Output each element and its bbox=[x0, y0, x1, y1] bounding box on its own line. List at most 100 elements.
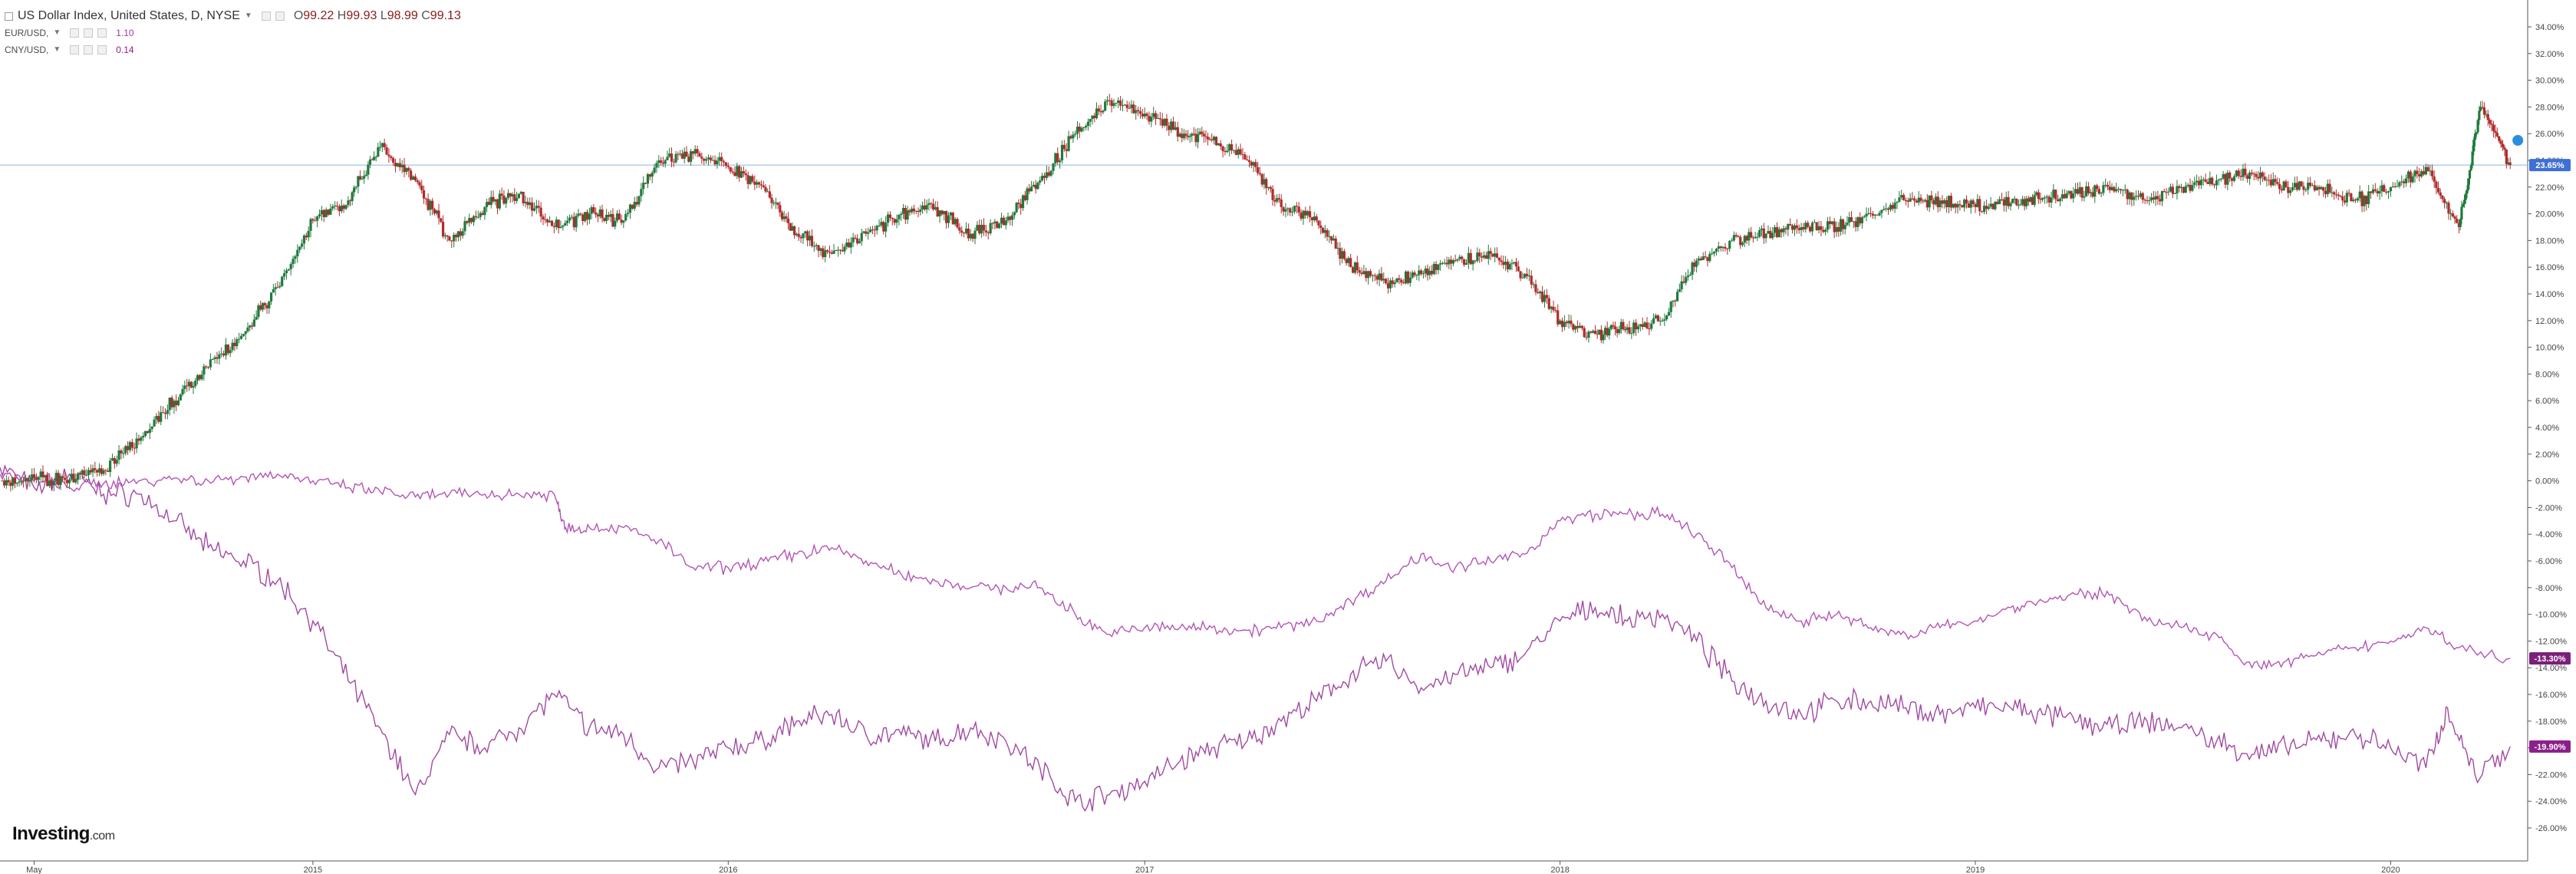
candle-body bbox=[358, 176, 362, 180]
candle-body bbox=[648, 174, 651, 177]
candle-body bbox=[2356, 198, 2359, 201]
candle-body bbox=[357, 176, 360, 187]
eye-icon[interactable] bbox=[70, 28, 80, 38]
eye-icon[interactable] bbox=[70, 45, 80, 54]
collapse-icon[interactable] bbox=[5, 12, 13, 21]
candle-body bbox=[1949, 196, 1953, 208]
candle-body bbox=[1556, 310, 1560, 325]
candle-body bbox=[1247, 160, 1251, 163]
candle-body bbox=[570, 216, 573, 218]
candle-body bbox=[1308, 211, 1312, 217]
candle-body bbox=[1388, 280, 1392, 289]
candle-body bbox=[1085, 126, 1088, 127]
eye-icon[interactable] bbox=[261, 12, 271, 21]
chevron-down-icon[interactable]: ▼ bbox=[53, 45, 61, 54]
candle-body bbox=[1260, 173, 1263, 185]
candle-body bbox=[943, 211, 946, 215]
candle-body bbox=[83, 470, 86, 476]
candle-body bbox=[461, 231, 464, 236]
candle-body bbox=[1439, 263, 1442, 265]
candle-body bbox=[2485, 114, 2488, 115]
candle-body bbox=[429, 200, 432, 210]
candle-body bbox=[2169, 186, 2172, 192]
candle-body bbox=[403, 164, 406, 173]
close-icon[interactable] bbox=[97, 45, 107, 54]
chevron-down-icon[interactable]: ▼ bbox=[244, 12, 252, 20]
candle-body bbox=[2080, 186, 2084, 198]
chevron-down-icon[interactable]: ▼ bbox=[53, 28, 61, 37]
candle-body bbox=[1712, 251, 1716, 254]
candle-body bbox=[157, 416, 160, 422]
candle-body bbox=[2165, 192, 2168, 193]
candle-body bbox=[2257, 176, 2260, 179]
close-icon[interactable] bbox=[97, 28, 107, 38]
candle-body bbox=[1739, 236, 1742, 246]
y-tick-label: -22.00% bbox=[2535, 770, 2567, 780]
candle-body bbox=[1576, 325, 1580, 328]
candle-body bbox=[2291, 187, 2294, 190]
candle-body bbox=[300, 243, 304, 247]
candle-body bbox=[687, 157, 690, 162]
candle-body bbox=[1495, 253, 1499, 258]
candle-body bbox=[858, 241, 861, 244]
candle-body bbox=[562, 226, 565, 227]
candle-body bbox=[1178, 134, 1181, 137]
candle-body bbox=[1310, 216, 1314, 221]
candle-body bbox=[893, 219, 896, 223]
candle-body bbox=[130, 442, 133, 448]
y-tick-label: 26.00% bbox=[2535, 130, 2564, 139]
candle-body bbox=[77, 473, 80, 480]
candle-body bbox=[2163, 191, 2166, 193]
candle-body bbox=[2033, 195, 2036, 205]
candle-body bbox=[996, 221, 999, 229]
candle-body bbox=[1659, 320, 1662, 322]
candle-body bbox=[835, 250, 838, 252]
candle-body bbox=[2469, 165, 2472, 170]
candle-body bbox=[2113, 186, 2116, 192]
candle-body bbox=[989, 223, 992, 234]
candle-body bbox=[819, 248, 822, 251]
candle-body bbox=[282, 273, 286, 277]
candle-body bbox=[1863, 216, 1866, 218]
candle-body bbox=[581, 214, 585, 222]
candle-body bbox=[249, 325, 252, 328]
candle-body bbox=[1506, 262, 1509, 269]
candle-body bbox=[1545, 295, 1548, 298]
candle-body bbox=[601, 209, 604, 219]
candle-body bbox=[2191, 185, 2194, 191]
candle-body bbox=[672, 161, 675, 163]
candle-body bbox=[1592, 331, 1595, 333]
candle-body bbox=[2242, 168, 2245, 177]
candle-body bbox=[268, 301, 271, 308]
candle-body bbox=[1574, 325, 1577, 330]
candle-body bbox=[168, 397, 171, 411]
y-tick-label: 0.00% bbox=[2535, 477, 2559, 486]
settings-icon[interactable] bbox=[84, 45, 94, 54]
candle-body bbox=[413, 176, 417, 181]
candle-body bbox=[1693, 262, 1696, 267]
candle-body bbox=[736, 166, 739, 176]
candle-body bbox=[285, 270, 288, 274]
candle-body bbox=[1965, 200, 1968, 204]
candle-body bbox=[466, 221, 469, 223]
candle-body bbox=[815, 245, 818, 246]
candle-body bbox=[1846, 223, 1849, 226]
candle-body bbox=[1365, 271, 1368, 279]
candle-body bbox=[1567, 320, 1570, 324]
candle-body bbox=[1099, 110, 1102, 113]
investing-logo: Investing.com bbox=[12, 823, 115, 844]
candle-body bbox=[1163, 118, 1166, 126]
candle-body bbox=[2411, 176, 2414, 183]
candle-body bbox=[46, 475, 49, 486]
candle-body bbox=[729, 167, 732, 172]
candle-body bbox=[631, 204, 634, 209]
settings-icon[interactable] bbox=[275, 12, 285, 21]
candle-body bbox=[1841, 219, 1844, 229]
candle-body bbox=[2472, 140, 2476, 152]
candle-body bbox=[2367, 191, 2370, 204]
settings-icon[interactable] bbox=[84, 28, 94, 38]
candle-body bbox=[522, 192, 525, 203]
candle-body bbox=[244, 331, 247, 335]
candle-body bbox=[1936, 196, 1939, 208]
